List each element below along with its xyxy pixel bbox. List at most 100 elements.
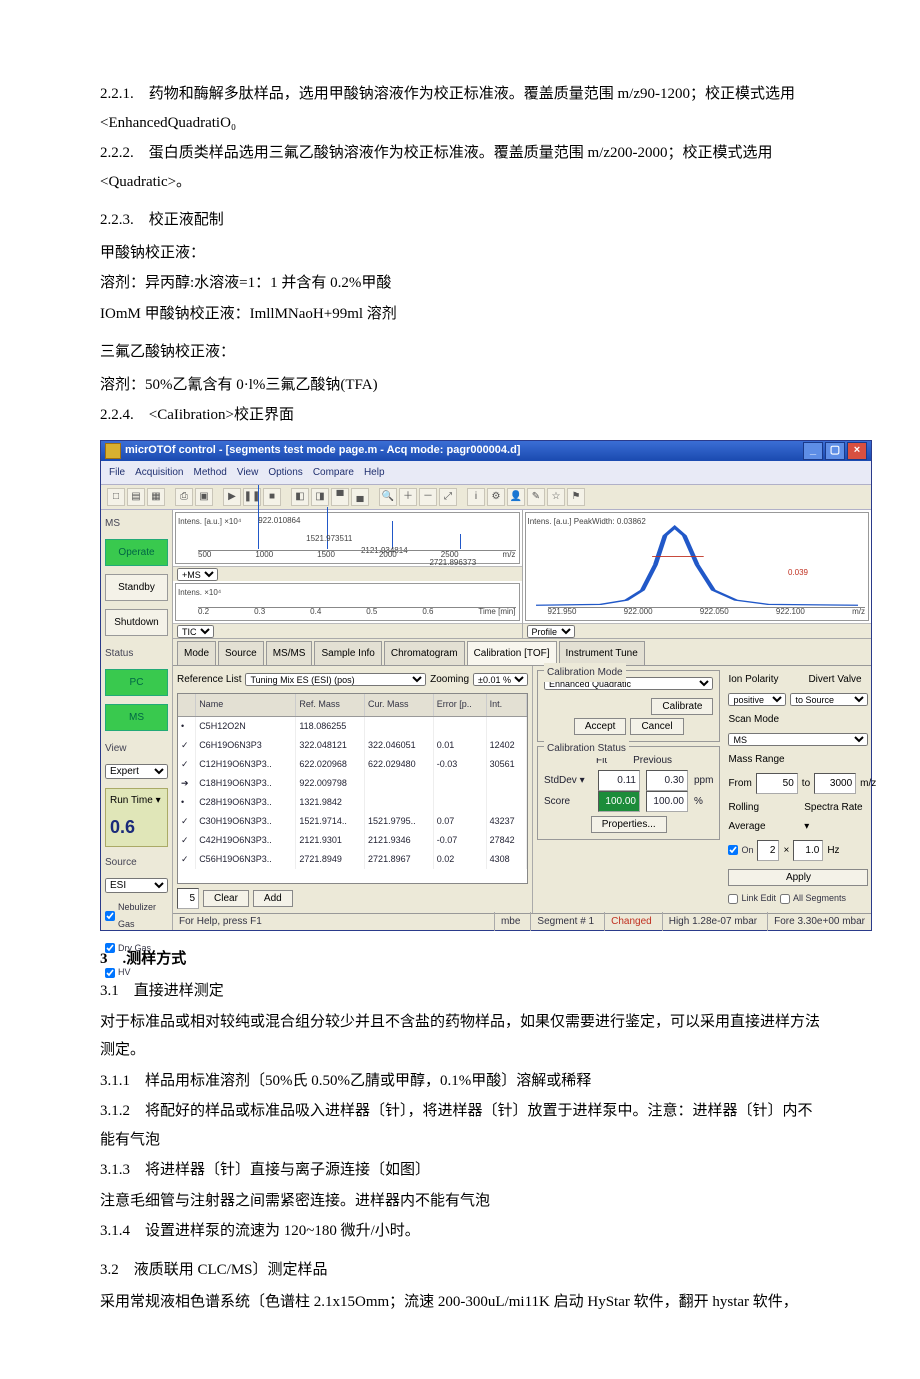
operate-button[interactable]: Operate: [105, 539, 168, 566]
toolbar-user-icon[interactable]: 👤: [507, 488, 525, 506]
accept-button[interactable]: Accept: [574, 718, 627, 735]
left-plots: Intens. [a.u.] ×10⁴ 922.010864 1521.9735…: [173, 510, 523, 639]
cancel-button[interactable]: Cancel: [630, 718, 683, 735]
nebulizer-checkbox[interactable]: Nebulizer Gas: [105, 899, 168, 933]
toolbar-print-icon[interactable]: ⎙: [175, 488, 193, 506]
apply-button[interactable]: Apply: [728, 869, 868, 886]
source-select[interactable]: ESI: [105, 878, 168, 893]
peak-mode-select[interactable]: Profile: [527, 625, 575, 638]
clear-button[interactable]: Clear: [203, 890, 249, 907]
tab-sample-info[interactable]: Sample Info: [314, 641, 381, 665]
title-bar[interactable]: micrOTOf control - [segments test mode p…: [101, 441, 871, 461]
toolbar-layout3-icon[interactable]: ▀: [331, 488, 349, 506]
app-window: micrOTOf control - [segments test mode p…: [100, 440, 872, 931]
toolbar-fit-icon[interactable]: ⤢: [439, 488, 457, 506]
menu-compare[interactable]: Compare: [313, 463, 354, 482]
table-row[interactable]: •C5H12O2N118.086255: [178, 716, 527, 736]
toolbar-zoomout-icon[interactable]: －: [419, 488, 437, 506]
toolbar-preview-icon[interactable]: ▣: [195, 488, 213, 506]
close-icon[interactable]: ×: [847, 442, 867, 460]
toolbar-misc1-icon[interactable]: ✎: [527, 488, 545, 506]
peak-profile-plot[interactable]: Intens. [a.u.] PeakWidth: 0.03862 0.039 …: [525, 512, 870, 622]
peak-label-2: 1521.973511: [306, 531, 352, 546]
tab-chromatogram[interactable]: Chromatogram: [384, 641, 465, 665]
menu-file[interactable]: File: [109, 463, 125, 482]
mass-to-value[interactable]: 3000: [814, 773, 856, 794]
divert-valve-select[interactable]: to Source: [790, 693, 868, 706]
shutdown-button[interactable]: Shutdown: [105, 609, 168, 636]
table-row[interactable]: ✓C56H19O6N3P3..2721.89492721.89670.02430…: [178, 850, 527, 869]
table-row[interactable]: ✓C42H19O6N3P3..2121.93012121.9346-0.0727…: [178, 831, 527, 850]
drygas-checkbox[interactable]: Dry Gas: [105, 940, 168, 957]
sidebar-status-label: Status: [105, 644, 168, 663]
table-row[interactable]: ➔C18H19O6N3P3..922.009798: [178, 774, 527, 793]
table-row[interactable]: ✓C6H19O6N3P3322.048121322.0460510.011240…: [178, 736, 527, 755]
calibrate-button[interactable]: Calibrate: [651, 698, 713, 715]
mass-spectrum-plot[interactable]: Intens. [a.u.] ×10⁴ 922.010864 1521.9735…: [175, 512, 520, 565]
spectra-rate-value[interactable]: 1.0: [793, 840, 823, 861]
para-3-1-4: 3.1.4 设置进样泵的流速为 120~180 微升/小时。: [100, 1217, 820, 1246]
properties-button[interactable]: Properties...: [591, 816, 667, 833]
tab-msms[interactable]: MS/MS: [266, 641, 313, 665]
tab-source[interactable]: Source: [218, 641, 264, 665]
para-formate-heading: 甲酸钠校正液：: [100, 239, 820, 268]
menu-help[interactable]: Help: [364, 463, 385, 482]
ion-polarity-select[interactable]: positive: [728, 693, 786, 706]
standby-button[interactable]: Standby: [105, 574, 168, 601]
reference-list-select[interactable]: Tuning Mix ES (ESI) (pos): [245, 673, 426, 686]
tab-calibration[interactable]: Calibration [TOF]: [467, 641, 557, 665]
link-edit-checkbox[interactable]: Link Edit: [728, 890, 776, 907]
toolbar-layout2-icon[interactable]: ◨: [311, 488, 329, 506]
stddev-prev-value: 0.30: [646, 770, 688, 791]
table-row[interactable]: •C28H19O6N3P3..1321.9842: [178, 793, 527, 812]
status-ms-button[interactable]: MS: [105, 704, 168, 731]
tic-plot[interactable]: Intens. ×10⁴ 0.2 0.3 0.4 0.5 0.6 Time [m…: [175, 583, 520, 621]
maximize-icon[interactable]: ▢: [825, 442, 845, 460]
spectrum-mode-select[interactable]: +MS: [177, 568, 218, 581]
toolbar-info-icon[interactable]: i: [467, 488, 485, 506]
toolbar-open-icon[interactable]: ▤: [127, 488, 145, 506]
rolling-on-checkbox[interactable]: On: [728, 842, 753, 859]
status-segment: Segment # 1: [530, 912, 594, 931]
hv-checkbox[interactable]: HV: [105, 964, 168, 981]
table-row[interactable]: ✓C12H19O6N3P3..622.020968622.029480-0.03…: [178, 755, 527, 774]
para-2-2-3: 2.2.3. 校正液配制: [100, 206, 820, 235]
toolbar-misc3-icon[interactable]: ⚑: [567, 488, 585, 506]
tab-instrument-tune[interactable]: Instrument Tune: [559, 641, 645, 665]
all-segments-checkbox[interactable]: All Segments: [780, 890, 846, 907]
status-pc-button[interactable]: PC: [105, 669, 168, 696]
table-row[interactable]: ✓C30H19O6N3P3..1521.9714..1521.9795..0.0…: [178, 812, 527, 831]
toolbar-new-icon[interactable]: □: [107, 488, 125, 506]
zooming-select[interactable]: ±0.01 %: [473, 673, 528, 686]
scan-mode-label: Scan Mode: [728, 710, 779, 729]
menu-view[interactable]: View: [237, 463, 259, 482]
divert-valve-label: Divert Valve: [808, 670, 861, 689]
add-button[interactable]: Add: [253, 890, 293, 907]
tab-strip: Mode Source MS/MS Sample Info Chromatogr…: [173, 639, 871, 666]
tab-mode[interactable]: Mode: [177, 641, 216, 665]
toolbar-zoom-icon[interactable]: 🔍: [379, 488, 397, 506]
toolbar-layout4-icon[interactable]: ▄: [351, 488, 369, 506]
scan-mode-select[interactable]: MS: [728, 733, 868, 746]
toolbar-zoomin-icon[interactable]: ＋: [399, 488, 417, 506]
tic-mode-select[interactable]: TIC: [177, 625, 214, 638]
toolbar-save-icon[interactable]: ▦: [147, 488, 165, 506]
minimize-icon[interactable]: _: [803, 442, 823, 460]
main-column: Intens. [a.u.] ×10⁴ 922.010864 1521.9735…: [173, 510, 871, 930]
calibration-panel: Reference List Tuning Mix ES (ESI) (pos)…: [173, 666, 871, 912]
tic-xticks: 0.2 0.3 0.4 0.5 0.6 Time [min]: [198, 604, 516, 619]
menu-acquisition[interactable]: Acquisition: [135, 463, 183, 482]
ion-polarity-label: Ion Polarity: [728, 670, 786, 689]
rolling-n[interactable]: 2: [757, 840, 779, 861]
calibration-table[interactable]: Name Ref. Mass Cur. Mass Error [p.. Int.…: [177, 693, 528, 883]
mass-from-value[interactable]: 50: [756, 773, 798, 794]
toolbar-layout1-icon[interactable]: ◧: [291, 488, 309, 506]
menu-options[interactable]: Options: [268, 463, 302, 482]
toolbar-stop-icon[interactable]: ■: [263, 488, 281, 506]
view-select[interactable]: Expert: [105, 764, 168, 779]
status-bar: For Help, press F1 mbe Segment # 1 Chang…: [173, 913, 871, 930]
toolbar-play-icon[interactable]: ▶: [223, 488, 241, 506]
toolbar-settings-icon[interactable]: ⚙: [487, 488, 505, 506]
menu-method[interactable]: Method: [193, 463, 226, 482]
toolbar-misc2-icon[interactable]: ☆: [547, 488, 565, 506]
